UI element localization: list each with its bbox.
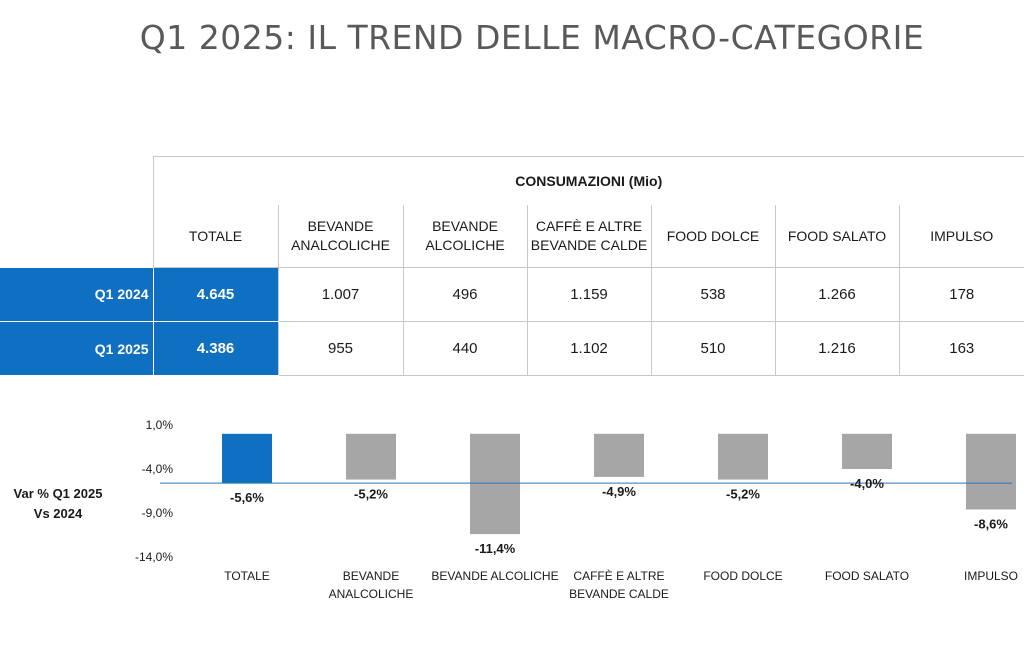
variation-label: Var % Q1 2025 Vs 2024: [10, 484, 106, 524]
table-cell: 1.102: [526, 321, 651, 376]
row-label-q1-2024: Q1 2024: [0, 267, 153, 322]
page-title: Q1 2025: IL TREND DELLE MACRO-CATEGORIE: [139, 18, 925, 57]
column-header-bevande-alcoliche: BEVANDE ALCOLICHE: [402, 205, 527, 268]
table-cell-total: 4.645: [152, 267, 278, 322]
column-header-line: BEVANDE: [432, 218, 498, 234]
chart-bar: [966, 433, 1016, 510]
category-label: BEVANDE: [343, 569, 399, 583]
chart-bar: [346, 433, 396, 480]
data-label: -4,0%: [850, 476, 884, 491]
chart-bar: [222, 433, 272, 484]
column-header-line: ANALCOLICHE: [291, 237, 390, 253]
y-tick-label: 1,0%: [146, 418, 174, 432]
column-header-line: IMPULSO: [930, 227, 994, 244]
data-label: -5,6%: [230, 490, 264, 505]
column-header-line: TOTALE: [188, 227, 243, 244]
table-cell: 1.216: [774, 321, 899, 376]
table-cell: 440: [402, 321, 527, 376]
table-cell: 178: [898, 267, 1024, 322]
y-tick-label: -4,0%: [142, 462, 174, 476]
data-label: -5,2%: [354, 487, 388, 502]
table-cell: 163: [898, 321, 1024, 376]
data-label: -8,6%: [974, 516, 1008, 531]
variation-bar-chart: 1,0% -4,0% -9,0% -14,0% -5,6% -5,2% -11,4% -4,9…: [135, 418, 1018, 601]
chart-bar: [842, 433, 892, 469]
row-label-q1-2025: Q1 2025: [0, 321, 153, 376]
table-cell: 510: [650, 321, 775, 376]
category-label: IMPULSO: [964, 569, 1018, 583]
data-label: -5,2%: [726, 487, 760, 502]
table-cell-total: 4.386: [152, 321, 278, 376]
column-header-totale: TOTALE: [152, 205, 278, 268]
category-label: ANALCOLICHE: [329, 587, 414, 601]
column-header-line: BEVANDE: [307, 218, 374, 234]
chart-bar: [470, 433, 520, 535]
table-cell: 1.007: [277, 267, 403, 322]
y-tick-label: -9,0%: [142, 506, 174, 520]
table-cell: 1.159: [526, 267, 651, 322]
column-header-caffe: CAFFÈ E ALTRE BEVANDE CALDE: [526, 205, 651, 268]
table-row: Q1 2024 4.645 1.007 496 1.159 538 1.266 …: [0, 267, 1024, 322]
variation-label-line: Var % Q1 2025: [13, 486, 103, 501]
table-corner: [0, 157, 153, 206]
category-label: BEVANDE CALDE: [569, 587, 669, 601]
data-label: -11,4%: [475, 541, 516, 556]
column-header-line: FOOD DOLCE: [666, 227, 760, 244]
table-group-header: CONSUMAZIONI (Mio): [152, 156, 1024, 205]
table-row: Q1 2025 4.386 955 440 1.102 510 1.216 16…: [0, 321, 1024, 376]
category-label: BEVANDE ALCOLICHE: [431, 569, 558, 583]
column-header-line: ALCOLICHE: [425, 237, 505, 253]
column-header-food-dolce: FOOD DOLCE: [650, 205, 775, 268]
column-header-line: BEVANDE CALDE: [530, 237, 648, 253]
column-header-food-salato: FOOD SALATO: [774, 205, 899, 268]
column-header-impulso: IMPULSO: [898, 205, 1024, 268]
column-header-line: FOOD SALATO: [787, 227, 887, 244]
table-cell: 496: [402, 267, 527, 322]
chart-bar: [718, 433, 768, 480]
consumption-table: CONSUMAZIONI (Mio) TOTALE BEVANDE ANALCOL…: [0, 156, 1024, 376]
column-header-line: CAFFÈ E ALTRE: [535, 218, 643, 234]
data-label: -4,9%: [602, 484, 636, 499]
variation-label-line: Vs 2024: [33, 506, 83, 521]
category-label: FOOD DOLCE: [703, 569, 782, 583]
y-tick-label: -14,0%: [135, 550, 173, 564]
table-cell: 538: [650, 267, 775, 322]
category-label: CAFFÈ E ALTRE: [573, 568, 664, 583]
category-label: TOTALE: [224, 569, 270, 583]
chart-bar: [594, 433, 644, 477]
table-cell: 1.266: [774, 267, 899, 322]
table-corner: [0, 205, 153, 268]
column-header-bevande-analcoliche: BEVANDE ANALCOLICHE: [277, 205, 403, 268]
category-label: FOOD SALATO: [825, 569, 909, 583]
table-cell: 955: [277, 321, 403, 376]
